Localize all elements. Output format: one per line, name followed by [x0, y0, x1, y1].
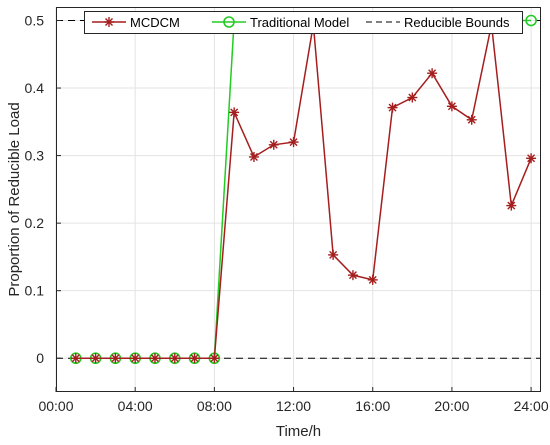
y-tick-label: 0.5 [25, 13, 45, 29]
data-point-mcdcm [229, 107, 240, 118]
data-point-mcdcm [387, 102, 398, 113]
x-tick-label: 20:00 [434, 398, 469, 414]
data-point-mcdcm [407, 92, 418, 103]
legend-marker [104, 17, 114, 27]
data-point-mcdcm [446, 101, 457, 112]
data-point-mcdcm [328, 249, 339, 260]
data-point-mcdcm [130, 353, 141, 364]
x-axis-title: Time/h [276, 423, 321, 440]
data-point-mcdcm [90, 353, 101, 364]
data-point-mcdcm [149, 353, 160, 364]
y-tick-label: 0.2 [25, 215, 45, 231]
data-point-mcdcm [506, 200, 517, 211]
x-tick-label: 04:00 [118, 398, 153, 414]
data-point-mcdcm [189, 353, 200, 364]
x-tick-label: 00:00 [38, 398, 73, 414]
y-tick-label: 0.4 [25, 80, 45, 96]
data-point-mcdcm [427, 68, 438, 79]
plot-frame [56, 7, 541, 392]
plot-area [56, 7, 541, 392]
data-point-mcdcm [288, 137, 299, 148]
data-point-mcdcm [526, 153, 537, 164]
y-tick-label: 0.3 [25, 148, 45, 164]
data-point-mcdcm [110, 353, 121, 364]
data-point-mcdcm [268, 139, 279, 150]
x-tick-label: 12:00 [276, 398, 311, 414]
legend: MCDCM Traditional Model Reducible Bounds [84, 11, 523, 34]
data-point-mcdcm [466, 114, 477, 125]
data-point-mcdcm [209, 353, 220, 364]
data-point-mcdcm [248, 151, 259, 162]
legend-label-reducible-bounds: Reducible Bounds [404, 15, 510, 30]
data-point-mcdcm [169, 353, 180, 364]
legend-label-mcdcm: MCDCM [130, 15, 180, 30]
legend-label-traditional-model: Traditional Model [250, 15, 349, 30]
y-tick-label: 0 [36, 350, 44, 366]
x-axis: 00:00 04:00 08:00 12:00 16:00 20:00 24:00 [38, 387, 549, 414]
y-tick-label: 0.1 [25, 283, 45, 299]
data-point-traditional-model [525, 14, 537, 27]
x-tick-label: 08:00 [197, 398, 232, 414]
y-axis-title: Proportion of Reducible Load [6, 102, 23, 296]
x-tick-label: 24:00 [514, 398, 549, 414]
legend-marker [223, 16, 235, 28]
legend-sample-mcdcm [92, 17, 126, 27]
data-point-mcdcm [70, 353, 81, 364]
y-axis: 0 0.1 0.2 0.3 0.4 0.5 [25, 13, 61, 366]
legend-sample-traditional-model [212, 16, 246, 28]
data-point-mcdcm [367, 274, 378, 285]
legend-box [84, 11, 523, 34]
x-tick-label: 16:00 [355, 398, 390, 414]
data-point-mcdcm [347, 270, 358, 281]
